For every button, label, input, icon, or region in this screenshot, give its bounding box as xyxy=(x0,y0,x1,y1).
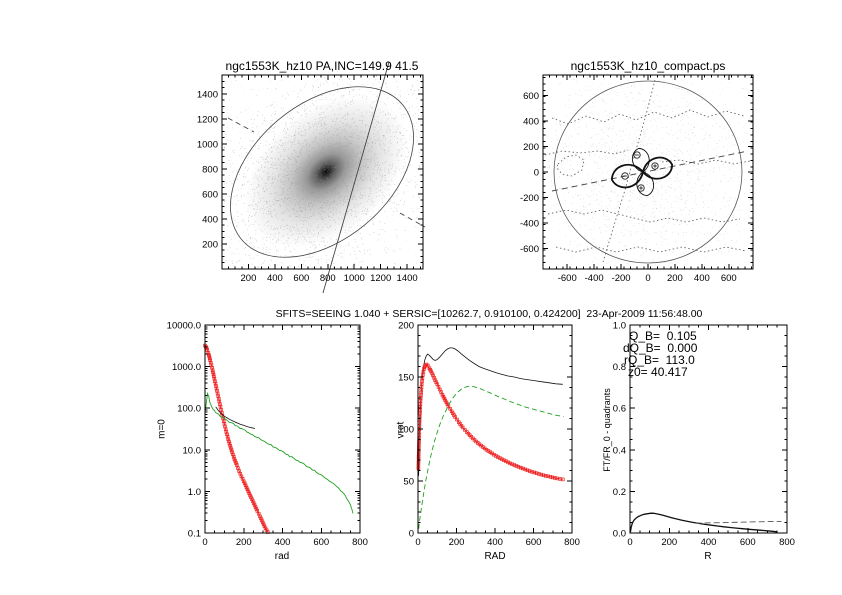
svg-text:600: 600 xyxy=(526,537,542,548)
svg-text:1400: 1400 xyxy=(397,273,418,284)
svg-text:0: 0 xyxy=(415,537,420,548)
svg-text:1200: 1200 xyxy=(197,114,218,125)
svg-text:0.6: 0.6 xyxy=(613,404,626,415)
svg-text:0: 0 xyxy=(534,168,539,179)
svg-text:1000: 1000 xyxy=(344,273,365,284)
svg-text:800: 800 xyxy=(779,537,795,548)
yaxis-label-quadrants: FT/FR_0 - quadrants xyxy=(602,388,612,472)
svg-text:150: 150 xyxy=(398,373,414,384)
svg-text:400: 400 xyxy=(701,537,717,548)
chart-harmonics-map: -600 -400 -200 0 200 400 600 -600 -400 -200 0 200 40… xyxy=(520,74,754,284)
svg-text:400: 400 xyxy=(202,214,218,225)
xaxis-label-RAD: RAD xyxy=(484,551,506,562)
svg-text:400: 400 xyxy=(487,537,503,548)
annotation-rQB: rQ_B= 113.0 xyxy=(624,353,695,367)
chart-galaxy-image: 200 400 600 800 1000 1200 1400 200 400 600 800 1000… xyxy=(197,61,426,294)
svg-text:400: 400 xyxy=(275,537,291,548)
svg-text:-200: -200 xyxy=(612,273,631,284)
svg-text:1000.0: 1000.0 xyxy=(172,362,201,373)
svg-text:600: 600 xyxy=(293,273,309,284)
svg-text:0.0: 0.0 xyxy=(613,529,626,540)
svg-text:800: 800 xyxy=(352,537,368,548)
svg-text:1000: 1000 xyxy=(197,139,218,150)
svg-text:200: 200 xyxy=(202,239,218,250)
svg-text:0.2: 0.2 xyxy=(613,487,626,498)
xaxis-label-R: R xyxy=(704,551,712,562)
svg-text:0.1: 0.1 xyxy=(188,529,201,540)
svg-text:600: 600 xyxy=(313,537,329,548)
svg-text:200: 200 xyxy=(241,273,257,284)
svg-text:1.0: 1.0 xyxy=(188,487,201,498)
svg-text:600: 600 xyxy=(740,537,756,548)
svg-text:200: 200 xyxy=(661,537,677,548)
svg-text:-400: -400 xyxy=(585,273,604,284)
annotation-QB: Q_B= 0.105 xyxy=(629,329,697,343)
svg-text:200: 200 xyxy=(449,537,465,548)
chart-fourier-quadrants: 0 200 400 600 800 0.0 0.2 0.4 0.6 0.8 1.0 xyxy=(613,321,795,549)
svg-text:1.0: 1.0 xyxy=(613,321,626,332)
svg-text:400: 400 xyxy=(523,116,539,127)
svg-text:200: 200 xyxy=(667,273,683,284)
svg-text:200: 200 xyxy=(398,321,414,332)
svg-text:0: 0 xyxy=(627,537,632,548)
annotation-z0: z0= 40.417 xyxy=(628,365,688,379)
svg-text:0.4: 0.4 xyxy=(613,445,626,456)
svg-text:800: 800 xyxy=(320,273,336,284)
svg-text:400: 400 xyxy=(694,273,710,284)
svg-text:10.0: 10.0 xyxy=(183,445,202,456)
svg-text:800: 800 xyxy=(564,537,580,548)
yaxis-label-vrot: vrot xyxy=(395,421,407,439)
panel-title-harmonics-map: ngc1553K_hz10_compact.ps xyxy=(570,59,726,73)
svg-text:200: 200 xyxy=(523,142,539,153)
svg-text:200: 200 xyxy=(236,537,252,548)
svg-text:-600: -600 xyxy=(558,273,577,284)
svg-text:50: 50 xyxy=(403,477,414,488)
svg-text:800: 800 xyxy=(202,164,218,175)
svg-text:0.8: 0.8 xyxy=(613,362,626,373)
svg-text:-400: -400 xyxy=(520,219,539,230)
panel-title-galaxy-image: ngc1553K_hz10 PA,INC=149.9 41.5 xyxy=(225,59,419,73)
svg-text:-200: -200 xyxy=(520,193,539,204)
annotation-dQB: dQ_B= 0.000 xyxy=(623,341,698,355)
svg-text:100.0: 100.0 xyxy=(177,404,201,415)
svg-text:0: 0 xyxy=(409,529,414,540)
svg-text:0: 0 xyxy=(202,537,207,548)
svg-text:-600: -600 xyxy=(520,244,539,255)
svg-text:0: 0 xyxy=(645,273,650,284)
chart-rotation-curve: 0 200 400 600 800 0 50 100 150 200 xyxy=(398,321,580,549)
chart-surface-brightness-profile: 0 200 400 600 800 10000.0 1000.0 100.0 10.0 1.0 0.… xyxy=(167,321,368,549)
svg-text:100: 100 xyxy=(398,425,414,436)
svg-text:600: 600 xyxy=(202,189,218,200)
svg-text:400: 400 xyxy=(267,273,283,284)
fit-summary-title: SFITS=SEEING 1.040 + SERSIC=[10262.7, 0.… xyxy=(275,308,703,320)
xaxis-label-rad: rad xyxy=(274,551,290,562)
yaxis-label-m0: m=0 xyxy=(156,419,168,439)
svg-text:10000.0: 10000.0 xyxy=(167,321,201,332)
svg-text:600: 600 xyxy=(523,91,539,102)
svg-text:600: 600 xyxy=(721,273,737,284)
svg-text:1400: 1400 xyxy=(197,89,218,100)
svg-text:1200: 1200 xyxy=(370,273,391,284)
